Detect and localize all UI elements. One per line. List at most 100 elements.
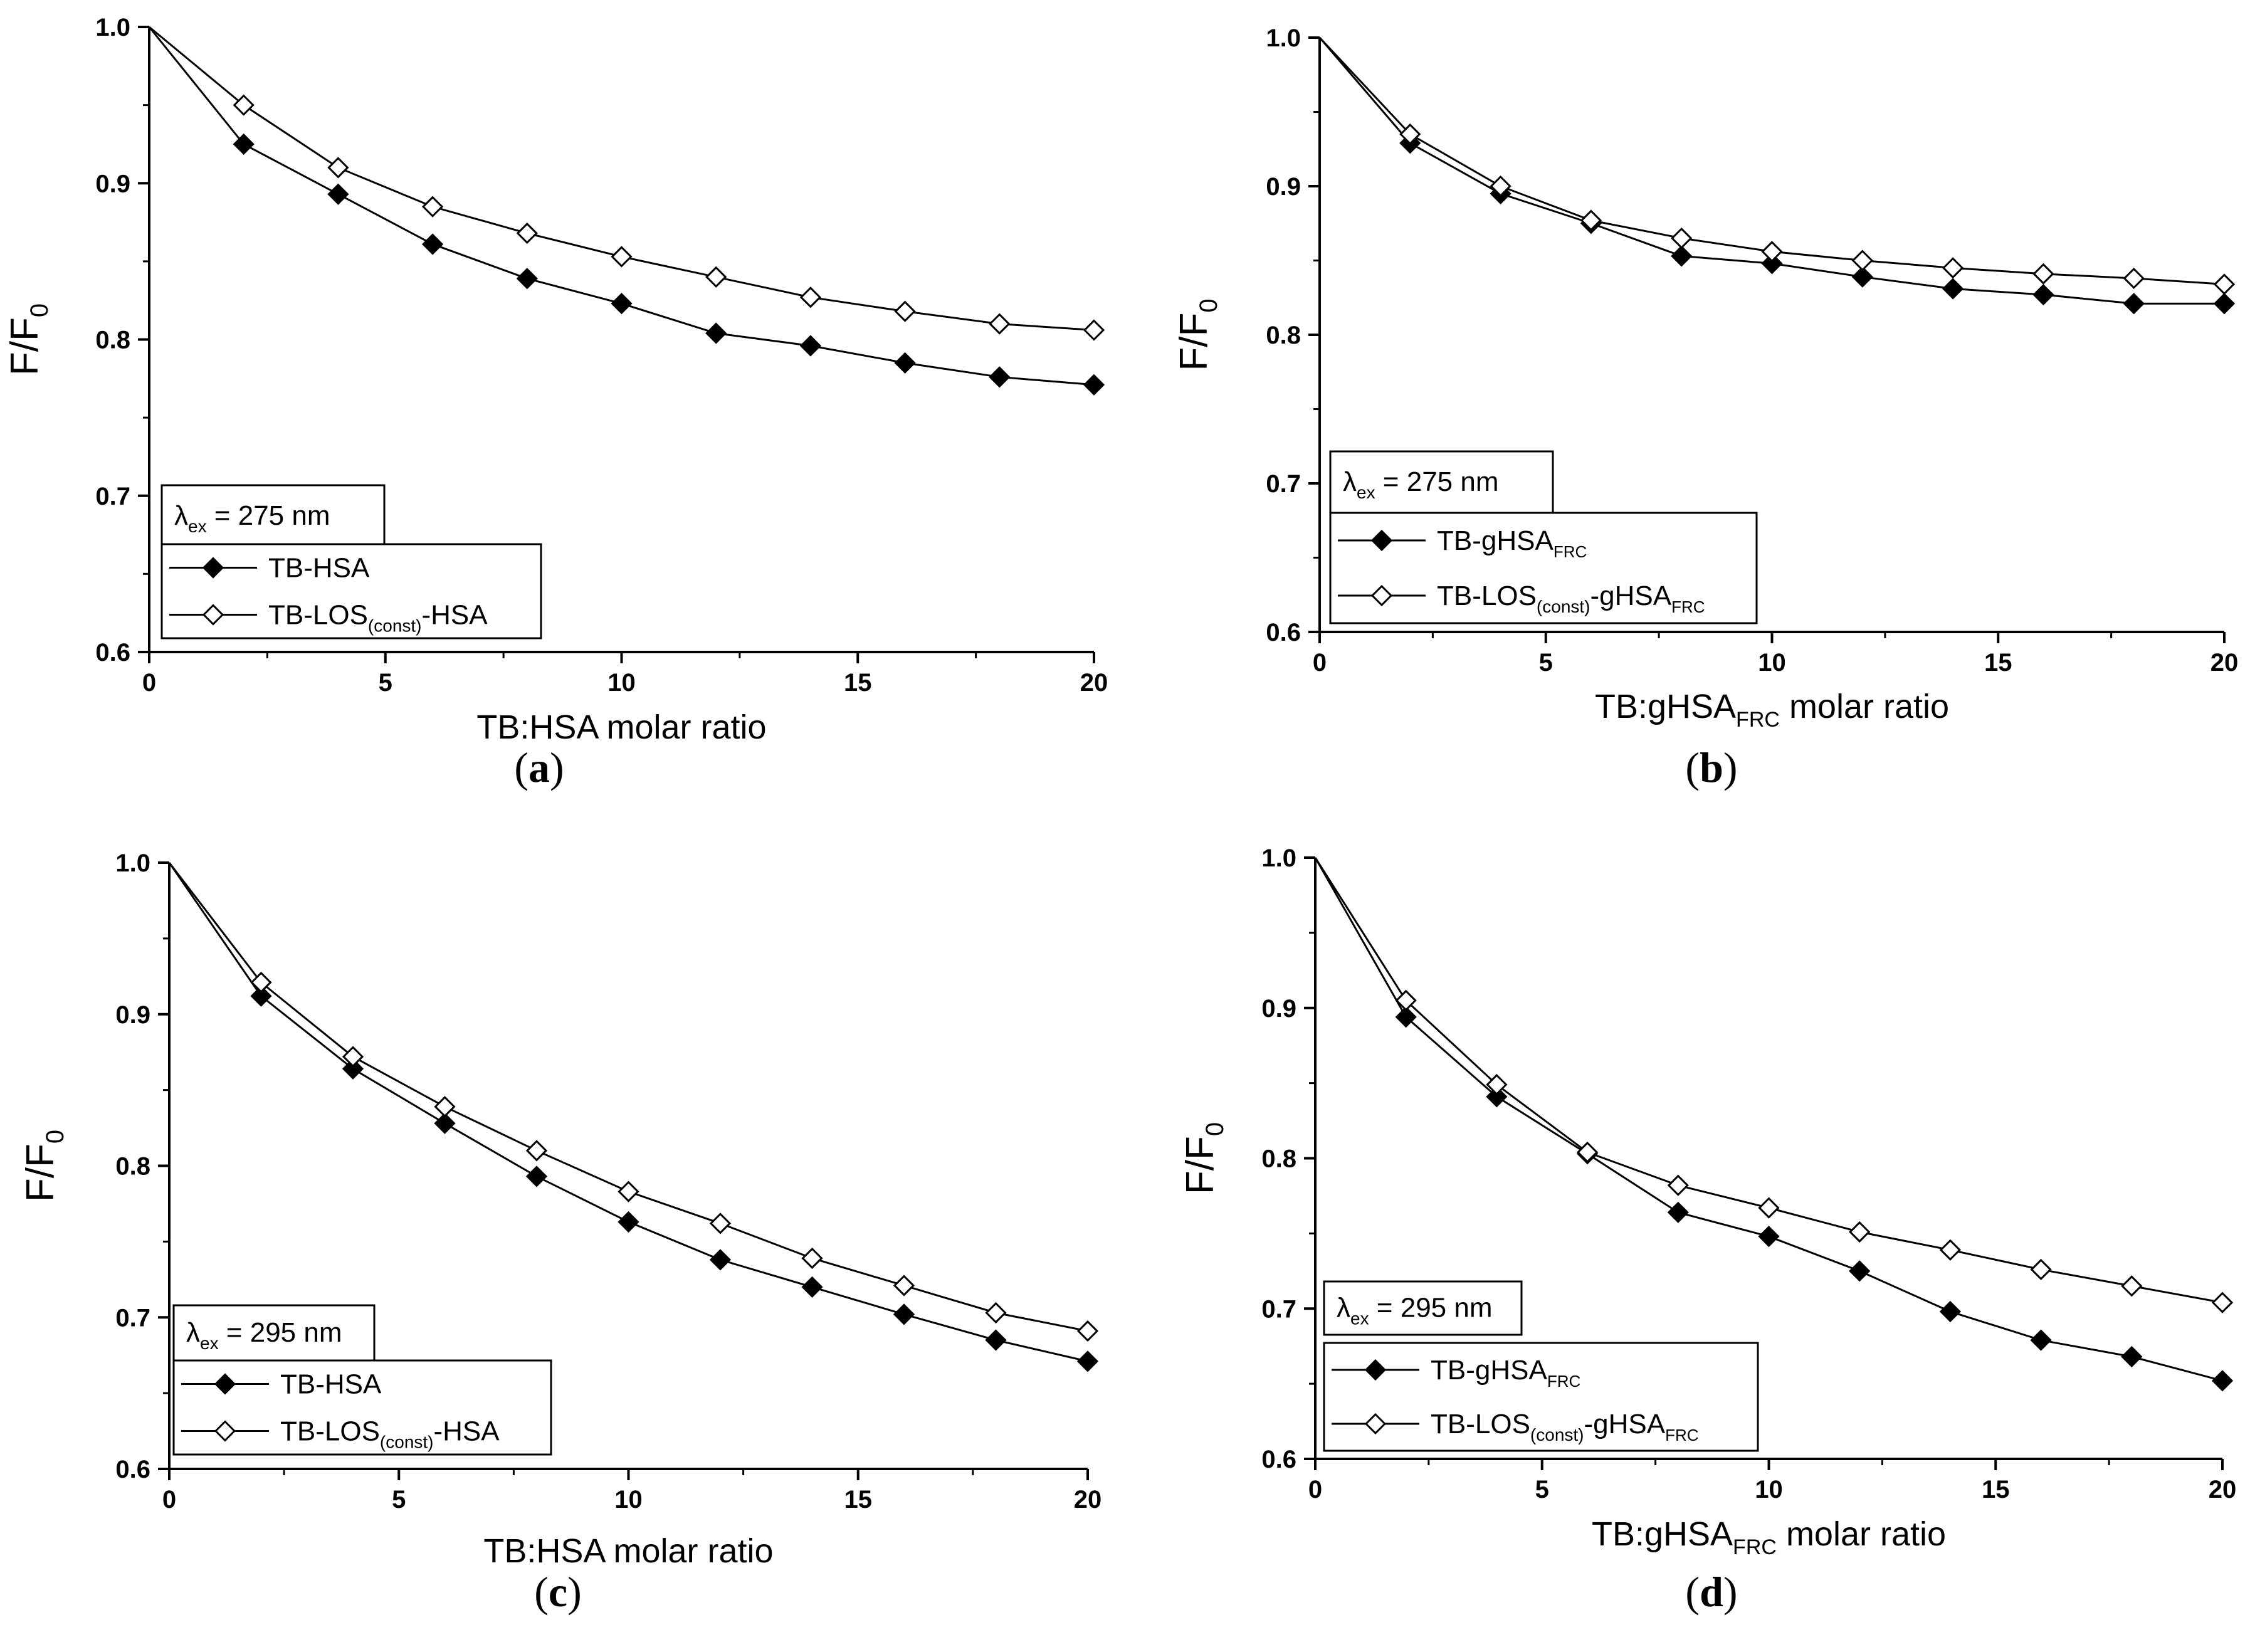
y-axis-label: F/F0 [3,303,53,376]
data-point-open [1942,257,1964,279]
annotation-text: λex = 275 nm [174,500,330,536]
data-point-filled [989,366,1011,388]
y-tick-label: 0.6 [95,639,130,666]
data-point-open [1758,1197,1780,1219]
annotation-box [160,484,386,548]
y-tick-label: 0.7 [95,483,130,510]
data-point-filled [611,293,633,315]
x-axis-label: TB:gHSAFRC molar ratio [1592,1515,1946,1559]
y-tick-label: 0.9 [1261,995,1296,1023]
data-point-filled [1667,1201,1689,1223]
chart-b: 0.6 0.7 0.8 0.9 1.0 0 5 10 15 20 TB:gHSAFRC molar … [1172,24,2238,732]
data-point-open [705,266,727,288]
data-point-open [434,1096,456,1118]
legend-marker [202,557,224,579]
data-point-filled [516,268,538,290]
legend-entry: TB-LOS(const)-gHSAFRC [1431,1409,1699,1444]
y-tick-label: 0.9 [115,1001,150,1029]
legend-box [1329,512,1758,624]
legend-entry: TB-LOS(const)-gHSAFRC [1437,581,1705,616]
data-point-filled [2213,293,2236,315]
legend-marker [214,1420,236,1442]
x-tick-label: 10 [607,669,636,697]
data-point-open [1849,1221,1871,1243]
data-point-filled [709,1249,732,1271]
data-point-open [2213,273,2236,295]
x-tick-label: 0 [1313,649,1327,676]
data-point-open [233,94,255,116]
y-axis-label: F/F0 [19,1130,69,1202]
data-point-open [1671,227,1693,250]
y-tick-label: 0.9 [95,170,130,197]
data-point-filled [233,133,255,155]
chart-a: 0.6 0.7 0.8 0.9 1.0 0 5 10 15 20 TB:HSA molar rati… [3,14,1108,746]
data-point-open [894,300,916,322]
data-point-filled [801,1276,823,1298]
x-axis-label: TB:gHSAFRC molar ratio [1595,688,1949,732]
data-point-open [1580,209,1602,231]
data-point-filled [421,233,444,255]
data-point-filled [1076,1350,1099,1372]
y-tick-label: 0.6 [115,1456,150,1483]
legend-entry: TB-HSA [268,553,370,584]
y-tick-label: 1.0 [95,14,130,41]
data-point-open [327,157,349,179]
x-tick-label: 15 [844,669,872,697]
data-point-filled [1761,253,1783,275]
data-point-open [985,1302,1007,1324]
data-point-filled [342,1058,364,1080]
annotation-text: λex = 295 nm [1337,1293,1492,1328]
data-point-open [1667,1174,1689,1196]
y-tick-label: 0.8 [1261,1145,1296,1173]
data-point-open [1399,123,1421,145]
y-tick-label: 1.0 [115,850,150,877]
data-point-open [2030,1258,2052,1281]
annotation-text: λex = 295 nm [186,1317,342,1353]
data-point-open [989,313,1011,335]
data-point-filled [799,335,822,357]
panel-label-d: d [1700,1568,1723,1616]
data-point-open [1939,1239,1962,1261]
data-point-open [893,1275,915,1297]
x-tick-label: 20 [2209,1476,2237,1503]
data-point-open [618,1181,639,1202]
y-axis-label: F/F0 [1172,298,1222,371]
x-tick-label: 15 [1982,1476,2010,1503]
x-tick-label: 15 [1984,649,2012,676]
legend-marker [202,604,224,626]
data-point-open [516,222,538,245]
data-point-open [525,1140,548,1162]
data-point-open [1490,175,1511,197]
data-point-open [421,196,444,218]
panel-label-a: a [528,744,550,791]
data-point-open [709,1213,732,1234]
legend-marker [1370,584,1393,607]
x-tick-label: 0 [162,1486,176,1513]
data-point-filled [985,1329,1007,1351]
x-tick-label: 5 [1539,649,1553,676]
y-tick-label: 0.8 [115,1153,150,1181]
data-point-open [2032,263,2054,285]
legend-entry: TB-HSA [280,1369,382,1400]
data-point-open [801,1247,823,1270]
annotation-box [1329,450,1554,514]
data-point-filled [1849,1260,1871,1282]
x-axis-label: TB:HSA molar ratio [483,1532,773,1570]
legend-box [1323,1342,1759,1452]
x-tick-label: 10 [1758,649,1786,676]
data-point-filled [1758,1226,1780,1248]
panel-caption-b: (b) [1685,744,1738,791]
panel-label-c: c [548,1568,568,1616]
data-point-filled [705,322,727,344]
panel-caption-c: (c) [534,1568,582,1616]
data-point-open [1851,250,1873,271]
data-point-open [1486,1073,1508,1096]
data-point-filled [2211,1370,2234,1392]
legend-marker [1364,1359,1387,1381]
legend-entry: TB-gHSAFRC [1437,525,1587,561]
data-point-open [2121,1275,2143,1297]
annotation-text: λex = 275 nm [1343,466,1498,502]
y-tick-label: 1.0 [1266,24,1301,52]
data-point-filled [894,352,916,374]
